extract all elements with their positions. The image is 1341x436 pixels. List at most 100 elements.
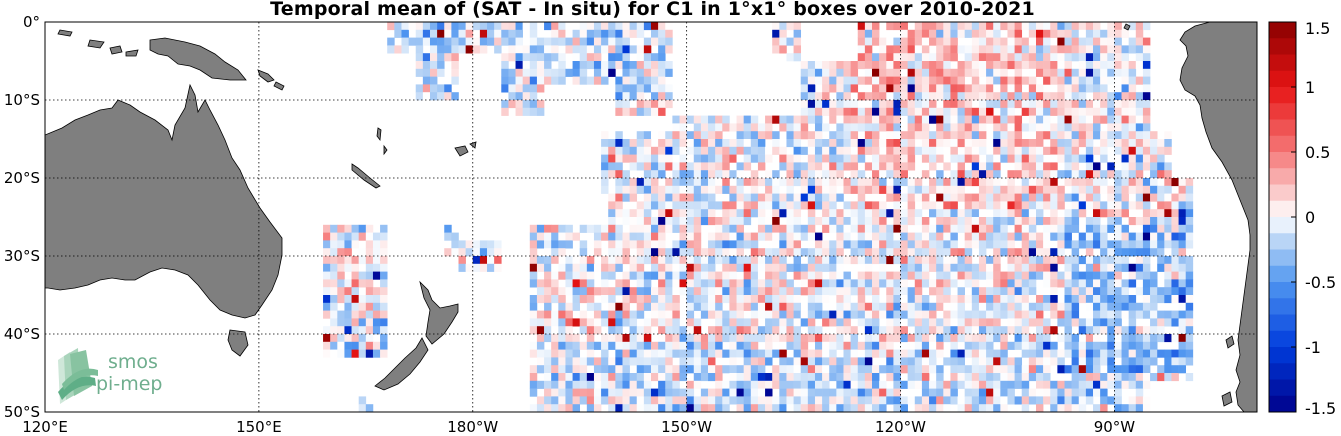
data-cell — [1107, 248, 1115, 257]
data-cell — [672, 373, 680, 382]
data-cell — [665, 279, 673, 288]
colorbar-tick-label: -1 — [1305, 338, 1321, 357]
data-cell — [943, 37, 951, 46]
data-cell — [750, 357, 759, 366]
data-cell — [765, 380, 773, 389]
data-cell — [1078, 154, 1087, 163]
data-cell — [807, 388, 816, 397]
data-cell — [864, 92, 873, 101]
data-cell — [807, 357, 816, 366]
data-cell — [593, 68, 602, 77]
data-cell — [579, 295, 588, 304]
data-cell — [986, 162, 994, 171]
data-cell — [893, 45, 901, 54]
data-cell — [344, 256, 352, 265]
data-cell — [365, 341, 374, 350]
data-cell — [879, 162, 887, 171]
data-cell — [593, 61, 602, 70]
data-cell — [1071, 37, 1080, 46]
data-cell — [829, 341, 837, 350]
data-cell — [978, 302, 987, 311]
data-cell — [708, 341, 716, 350]
data-cell — [736, 380, 744, 389]
data-cell — [957, 357, 965, 366]
data-cell — [365, 232, 374, 241]
data-cell — [1028, 68, 1037, 77]
data-cell — [1185, 178, 1194, 187]
data-cell — [893, 185, 901, 194]
data-cell — [807, 287, 816, 296]
data-cell — [914, 263, 923, 272]
data-cell — [822, 396, 830, 405]
data-cell — [1071, 45, 1080, 54]
data-cell — [572, 53, 581, 62]
data-cell — [872, 302, 880, 311]
data-cell — [1007, 123, 1015, 132]
data-cell — [572, 349, 581, 358]
data-cell — [579, 396, 588, 405]
data-cell — [1085, 373, 1094, 382]
data-cell — [1007, 45, 1015, 54]
data-cell — [929, 61, 937, 70]
data-cell — [872, 209, 880, 218]
data-cell — [1150, 162, 1158, 171]
data-cell — [1043, 115, 1051, 124]
data-cell — [651, 349, 659, 358]
data-cell — [708, 193, 716, 202]
data-cell — [765, 373, 773, 382]
data-cell — [1185, 240, 1194, 249]
data-cell — [565, 22, 573, 31]
data-cell — [750, 349, 759, 358]
data-cell — [715, 404, 723, 412]
data-cell — [1185, 263, 1194, 272]
data-cell — [864, 146, 873, 155]
data-cell — [1007, 84, 1015, 93]
data-cell — [1093, 217, 1101, 226]
data-cell — [971, 287, 980, 296]
data-cell — [1121, 84, 1129, 93]
data-cell — [529, 295, 538, 304]
data-cell — [857, 271, 866, 280]
data-cell — [337, 287, 345, 296]
data-cell — [1157, 154, 1165, 163]
data-cell — [651, 37, 659, 46]
data-cell — [1078, 76, 1087, 85]
data-cell — [914, 123, 923, 132]
data-cell — [529, 53, 538, 62]
data-cell — [1014, 271, 1023, 280]
data-cell — [1035, 139, 1044, 148]
data-cell — [1035, 22, 1044, 31]
data-cell — [836, 131, 844, 140]
data-cell — [1050, 162, 1058, 171]
data-cell — [1043, 349, 1051, 358]
data-cell — [907, 139, 916, 148]
data-cell — [879, 302, 887, 311]
data-cell — [1107, 107, 1115, 116]
data-cell — [629, 357, 638, 366]
data-cell — [586, 45, 595, 54]
data-cell — [907, 115, 916, 124]
data-cell — [978, 84, 987, 93]
data-cell — [950, 115, 958, 124]
data-cell — [672, 310, 680, 319]
data-cell — [971, 162, 980, 171]
data-cell — [1085, 123, 1094, 132]
data-cell — [993, 22, 1001, 31]
data-cell — [551, 287, 559, 296]
data-cell — [986, 341, 994, 350]
data-cell — [1014, 170, 1023, 179]
data-cell — [629, 271, 638, 280]
data-cell — [872, 256, 880, 265]
data-cell — [879, 178, 887, 187]
data-cell — [743, 146, 752, 155]
data-cell — [615, 92, 623, 101]
data-cell — [1142, 279, 1151, 288]
data-cell — [772, 139, 780, 148]
data-cell — [1043, 240, 1051, 249]
data-cell — [921, 295, 930, 304]
data-cell — [1057, 100, 1065, 109]
data-cell — [1185, 287, 1194, 296]
data-cell — [651, 22, 659, 31]
data-cell — [836, 76, 844, 85]
